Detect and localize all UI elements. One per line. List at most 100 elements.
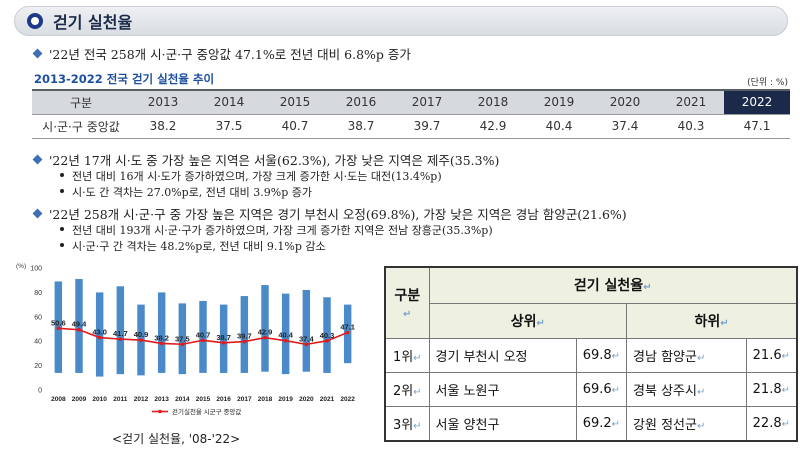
data-label: 39.7 (237, 332, 252, 341)
range-bar (157, 292, 166, 373)
rank-row: 3위↵ 서울 양천구 69.2↵ 강원 정선군↵ 22.8↵ (384, 405, 798, 442)
value-cell: 40.3 (658, 114, 724, 139)
y-tick-label: 80 (34, 290, 42, 297)
rank-header-row: 구분↵ 걷기 실천율↵ (384, 266, 798, 340)
sub-bullet: 시·도 간 격차는 27.0%p로, 전년 대비 3.9%p 증가 (60, 184, 312, 200)
bullet-summary-national: '22년 전국 258개 시·군·구 중앙값 47.1%로 전년 대비 6.8%… (32, 44, 411, 63)
dot-bullet-icon (60, 227, 64, 231)
x-tick-label: 2021 (320, 396, 335, 403)
data-label: 40.3 (320, 331, 335, 340)
data-label: 37.4 (299, 334, 314, 343)
value-cell: 42.9 (460, 114, 526, 139)
data-label: 37.5 (175, 334, 190, 343)
x-tick-label: 2015 (196, 396, 211, 403)
x-tick-label: 2012 (134, 396, 149, 403)
x-tick-label: 2010 (92, 396, 107, 403)
data-label: 40.7 (196, 330, 211, 339)
bottom-header: 하위↵ (626, 302, 798, 340)
median-point (118, 337, 123, 341)
data-label: 40.9 (134, 330, 149, 339)
sub-bullet-text: 시·군·구 간 격차는 48.2%p로, 전년 대비 9.1%p 감소 (72, 240, 326, 253)
sub-bullet: 시·군·구 간 격차는 48.2%p로, 전년 대비 9.1%p 감소 (60, 238, 326, 254)
sub-bullet-text: 전년 대비 193개 시·군·구가 증가하였으며, 가장 크게 증가한 지역은 … (72, 224, 493, 237)
sub-bullet-text: 시·도 간 격차는 27.0%p로, 전년 대비 3.9%p 증가 (72, 186, 313, 199)
gubun-header: 구분↵ (384, 266, 430, 340)
median-point (97, 335, 102, 340)
median-point (345, 330, 350, 335)
data-label: 38.7 (216, 333, 231, 342)
walking-rate-chart: (%) 0 20 40 60 80 100 50.6 49.4 43.0 41.7 40.9 38.2 3… (14, 260, 366, 420)
top-header: 상위↵ (428, 302, 628, 340)
range-bar (219, 304, 228, 373)
sub-bullet-text: 전년 대비 16개 시·도가 증가하였으며, 가장 크게 증가한 시·도는 대전… (72, 170, 442, 183)
x-tick-label: 2017 (237, 396, 252, 403)
bullet-province-summary: '22년 17개 시·도 중 가장 높은 지역은 서울(62.3%), 가장 낮… (32, 150, 499, 169)
median-point (201, 338, 205, 343)
rank-table: 구분↵ 걷기 실천율↵ 상위↵ 하위↵ 1위↵ 경기 부천시 오정 69.8↵ … (384, 266, 798, 442)
median-point (304, 342, 309, 347)
data-label: 47.1 (340, 323, 355, 332)
x-tick-label: 2013 (154, 396, 169, 403)
range-bar (95, 292, 104, 377)
header-label: 구분 (32, 89, 130, 115)
range-bar (323, 297, 331, 373)
year-cell: 2013 (130, 89, 196, 115)
top-region-cell: 경기 부천시 오정 (428, 338, 577, 374)
x-tick-label: 2009 (72, 396, 87, 403)
top-value-cell: 69.2↵ (575, 405, 628, 442)
y-axis-unit: (%) (16, 263, 26, 270)
row-label: 시·군·구 중앙값 (32, 114, 130, 139)
range-bar (240, 296, 249, 373)
chart-caption: <걷기 실천율, '08-'22> (112, 432, 241, 446)
x-tick-label: 2022 (340, 396, 355, 403)
chart-svg: (%) 0 20 40 60 80 100 50.6 49.4 43.0 41.7 40.9 38.2 3… (16, 263, 355, 416)
value-cell: 37.5 (196, 114, 262, 139)
x-tick-label: 2011 (113, 396, 127, 403)
unit-label: (단위 : %) (747, 78, 788, 88)
value-cell: 39.7 (394, 114, 460, 139)
year-cell: 2015 (262, 89, 328, 115)
y-tick-label: 0 (38, 388, 42, 395)
diamond-bullet-icon (32, 48, 43, 59)
value-cell: 38.2 (130, 114, 196, 139)
year-cell: 2018 (460, 89, 526, 115)
sub-bullet: 전년 대비 16개 시·도가 증가하였으며, 가장 크게 증가한 시·도는 대전… (60, 168, 442, 184)
year-cell: 2019 (526, 89, 592, 115)
trend-table-header-row: 구분 2013 2014 2015 2016 2017 2018 2019 20… (32, 89, 790, 115)
data-label: 40.4 (278, 331, 293, 340)
range-bar (281, 293, 290, 375)
data-label: 38.2 (154, 333, 169, 342)
trend-table-value-row: 시·군·구 중앙값 38.2 37.5 40.7 38.7 39.7 42.9 … (32, 114, 790, 139)
value-cell: 47.1 (724, 114, 790, 139)
dot-bullet-icon (60, 173, 64, 177)
sub-bullet: 전년 대비 193개 시·군·구가 증가하였으며, 가장 크게 증가한 지역은 … (60, 222, 493, 238)
bottom-region-cell: 경북 상주시↵ (626, 372, 747, 407)
year-cell: 2014 (196, 89, 262, 115)
top-value-cell: 69.8↵ (575, 338, 628, 374)
x-tick-label: 2016 (216, 396, 231, 403)
range-bar (302, 289, 311, 372)
legend-marker (158, 409, 162, 414)
value-cell: 40.4 (526, 114, 592, 139)
trend-table: 구분 2013 2014 2015 2016 2017 2018 2019 20… (32, 89, 790, 139)
value-cell: 37.4 (592, 114, 658, 139)
year-cell: 2021 (658, 89, 724, 115)
data-label: 43.0 (92, 328, 107, 337)
median-point (263, 335, 267, 340)
median-point (139, 338, 143, 342)
x-tick-label: 2018 (258, 396, 273, 403)
year-cell: 2017 (394, 89, 460, 115)
bottom-region-cell: 강원 정선군↵ (626, 405, 747, 442)
x-tick-label: 2008 (51, 396, 66, 403)
data-label: 41.7 (113, 329, 128, 338)
year-cell-highlighted: 2022 (724, 89, 790, 115)
y-tick-label: 40 (34, 339, 42, 346)
value-cell: 40.7 (262, 114, 328, 139)
range-bar (116, 286, 125, 375)
bullet-text: '22년 전국 258개 시·군·구 중앙값 47.1%로 전년 대비 6.8%… (49, 47, 411, 62)
data-label: 50.6 (51, 318, 66, 327)
dot-bullet-icon (60, 189, 64, 193)
median-point (56, 326, 61, 331)
rank-cell: 3위↵ (384, 405, 430, 442)
range-bar (199, 300, 207, 373)
